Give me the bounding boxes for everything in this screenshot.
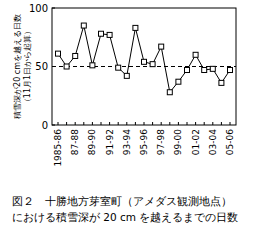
x-tick-label: 91-92 xyxy=(105,129,115,155)
data-point xyxy=(142,59,147,64)
y-tick xyxy=(52,125,55,126)
data-point xyxy=(150,62,155,67)
data-point xyxy=(73,53,78,58)
data-point xyxy=(81,23,86,28)
x-tick xyxy=(144,122,145,125)
y-axis-label: 積雪深が20 cmを越える日数 xyxy=(13,14,22,119)
x-tick-label: 93-94 xyxy=(122,129,132,155)
x-tick xyxy=(212,122,213,125)
x-tick-label: 97-98 xyxy=(156,129,166,155)
data-point xyxy=(124,73,129,78)
y-tick xyxy=(52,8,55,9)
y-tick-label: 0 xyxy=(42,120,48,131)
y-tick-label: 100 xyxy=(29,3,48,14)
x-tick-label: 89-90 xyxy=(87,129,97,155)
data-point xyxy=(167,90,172,95)
x-tick xyxy=(230,122,231,125)
x-tick xyxy=(75,122,76,125)
data-point xyxy=(193,52,198,57)
data-point xyxy=(56,51,61,56)
x-tick xyxy=(135,122,136,125)
data-point xyxy=(159,44,164,49)
caption: 図２ 十勝地方芽室町（アメダス観測地点） xyxy=(12,195,232,207)
data-point xyxy=(228,68,233,73)
data-point xyxy=(185,68,190,73)
mean-line xyxy=(52,66,236,67)
x-tick xyxy=(126,122,127,125)
y-axis-label: （11月1日から起算） xyxy=(23,27,32,106)
data-point xyxy=(133,25,138,30)
data-point xyxy=(210,66,215,71)
y-tick-label: 50 xyxy=(35,61,48,72)
x-tick xyxy=(66,122,67,125)
data-point xyxy=(107,32,112,37)
x-tick xyxy=(152,122,153,125)
x-tick-label: 1985-86 xyxy=(53,129,63,167)
x-tick xyxy=(221,122,222,125)
data-point xyxy=(64,64,69,69)
x-tick xyxy=(161,122,162,125)
data-point xyxy=(90,63,95,68)
x-tick-label: 05-06 xyxy=(225,129,235,155)
data-point xyxy=(99,31,104,36)
x-tick xyxy=(83,122,84,125)
plot-frame xyxy=(52,8,236,125)
x-tick xyxy=(187,122,188,125)
data-line xyxy=(58,26,230,93)
data-point xyxy=(116,65,121,70)
data-point xyxy=(176,79,181,84)
x-tick-label: 87-88 xyxy=(70,129,80,155)
x-tick xyxy=(109,122,110,125)
x-tick-label: 03-04 xyxy=(208,129,218,155)
x-tick xyxy=(195,122,196,125)
x-tick xyxy=(204,122,205,125)
x-tick xyxy=(101,122,102,125)
data-point xyxy=(202,68,207,73)
x-tick-label: 95-96 xyxy=(139,129,149,155)
x-tick xyxy=(92,122,93,125)
x-tick xyxy=(169,122,170,125)
x-tick xyxy=(58,122,59,125)
x-tick-label: 01-02 xyxy=(191,129,201,155)
x-tick xyxy=(118,122,119,125)
plot-area xyxy=(52,23,236,95)
x-tick-label: 99-00 xyxy=(173,129,183,155)
data-point xyxy=(219,80,224,85)
chart: 0 50 100 1985-86 87-88 89-90 91-92 93-94 95-96 97… xyxy=(0,0,261,246)
x-tick xyxy=(178,122,179,125)
caption: における積雪深が 20 cm を越えるまでの日数 xyxy=(12,211,238,224)
